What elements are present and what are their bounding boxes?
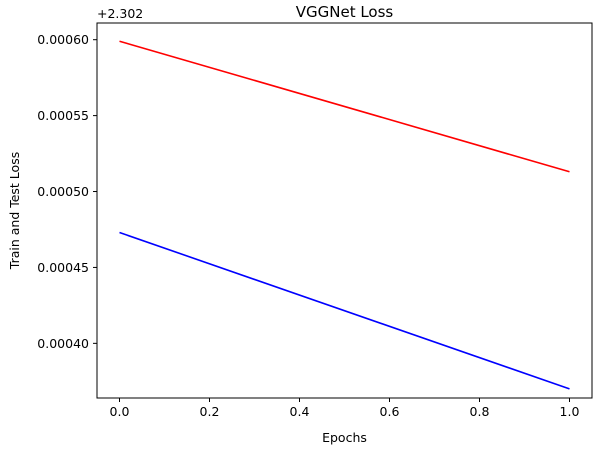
plot-area (96, 22, 593, 399)
y-tick-label: 0.00040 (37, 336, 89, 351)
series-line-2 (119, 231, 570, 390)
x-tick-label: 0.0 (110, 404, 130, 419)
series-line-1 (119, 40, 570, 173)
y-tick-label: 0.00060 (37, 32, 89, 47)
y-tick-label: 0.00050 (37, 184, 89, 199)
chart-title: VGGNet Loss (296, 3, 394, 21)
x-axis-ticks: 0.0 0.2 0.4 0.6 0.8 1.0 (110, 398, 580, 419)
y-axis-offset-text: +2.302 (97, 6, 143, 21)
x-axis-label: Epochs (322, 430, 367, 445)
x-tick-label: 0.4 (290, 404, 310, 419)
series-layer (119, 40, 570, 390)
x-tick-label: 0.8 (470, 404, 490, 419)
x-tick-label: 1.0 (560, 404, 580, 419)
x-tick-label: 0.2 (200, 404, 220, 419)
y-axis-ticks: 0.00040 0.00045 0.00050 0.00055 0.00060 (37, 32, 97, 351)
y-tick-label: 0.00055 (37, 108, 89, 123)
y-tick-label: 0.00045 (37, 260, 89, 275)
y-axis-label: Train and Test Loss (7, 152, 22, 270)
plot-frame (96, 22, 593, 399)
x-tick-label: 0.6 (380, 404, 400, 419)
